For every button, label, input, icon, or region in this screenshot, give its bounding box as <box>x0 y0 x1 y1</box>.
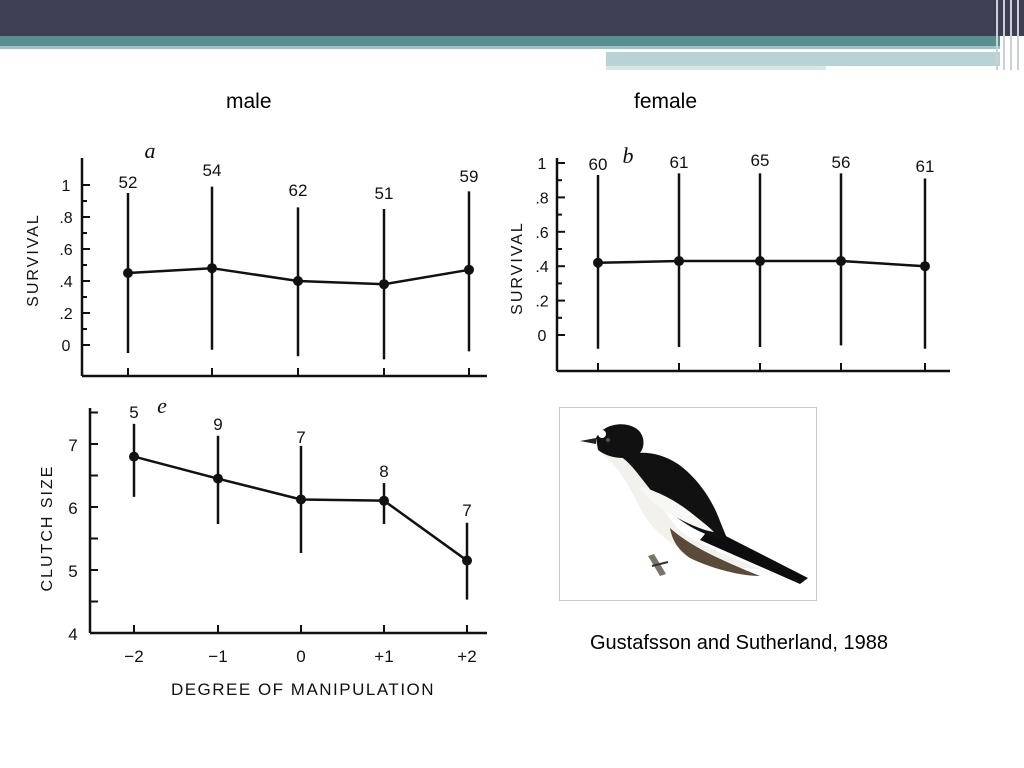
y-tick-label: .2 <box>535 294 548 311</box>
y-axis-label: SURVIVAL <box>509 221 526 315</box>
y-tick-label: .4 <box>535 259 548 276</box>
y-tick-label: .8 <box>535 190 548 207</box>
sample-size-label: 7 <box>462 501 471 520</box>
data-point <box>462 555 472 566</box>
chart-panel-a: 0 .2 .4 .6 .8 1 SURVIVAL a 52 54 62 51 59 <box>25 138 487 378</box>
sample-size-label: 65 <box>751 151 770 170</box>
y-tick-label: 6 <box>68 499 77 518</box>
data-point <box>379 495 389 506</box>
x-tick-label: −2 <box>124 647 143 666</box>
x-tick-label: +1 <box>374 647 393 666</box>
chart-panel-b: 0 .2 .4 .6 .8 1 SURVIVAL b 60 61 65 56 61 <box>509 143 950 373</box>
x-axis-label: DEGREE OF MANIPULATION <box>171 680 435 699</box>
y-tick-label: .8 <box>59 210 72 227</box>
sample-size-label: 7 <box>296 428 305 447</box>
sample-size-label: 8 <box>379 462 388 481</box>
male-label: male <box>226 90 272 113</box>
panel-letter: a <box>145 138 156 163</box>
data-point <box>836 256 846 267</box>
y-tick-label: 5 <box>68 562 77 581</box>
sample-size-label: 61 <box>916 157 935 176</box>
slide-accent-line <box>0 46 1000 49</box>
sample-size-label: 61 <box>670 153 689 172</box>
y-tick-label: 7 <box>68 436 77 455</box>
slide-edge-line <box>1010 0 1012 70</box>
citation-text: Gustafsson and Sutherland, 1988 <box>590 632 888 654</box>
slide-header-bar <box>0 0 1024 36</box>
y-tick-label: 4 <box>68 625 77 644</box>
data-point <box>129 451 139 462</box>
data-point <box>920 261 930 272</box>
sample-size-label: 5 <box>129 403 138 422</box>
y-tick-label: 0 <box>538 328 547 345</box>
slide-edge-line <box>996 0 998 70</box>
y-tick-label: 1 <box>62 178 71 195</box>
data-point <box>123 268 133 278</box>
y-tick-label: .2 <box>59 306 72 323</box>
sample-size-label: 52 <box>119 173 138 192</box>
y-axis-label: CLUTCH SIZE <box>39 465 56 592</box>
x-tick-label: +2 <box>457 647 476 666</box>
slide-edge-line <box>1003 0 1005 70</box>
data-point <box>207 263 217 274</box>
sample-size-label: 59 <box>460 167 479 186</box>
y-tick-label: .6 <box>535 225 548 242</box>
sample-size-label: 60 <box>589 155 608 174</box>
slide-accent-bar <box>0 36 1000 46</box>
sample-size-label: 51 <box>375 184 394 203</box>
y-tick-label: 0 <box>62 338 71 355</box>
data-point <box>213 473 223 484</box>
female-label: female <box>634 90 698 113</box>
data-point <box>464 264 474 275</box>
sample-size-label: 9 <box>213 415 222 434</box>
slide-edge-line <box>1017 0 1019 70</box>
slide-accent-strip-2 <box>606 66 826 70</box>
flycatcher-illustration <box>580 424 808 584</box>
panel-letter: e <box>157 393 167 418</box>
panel-letter: b <box>623 143 634 168</box>
sample-size-label: 54 <box>203 161 222 180</box>
x-tick-label: −1 <box>208 647 227 666</box>
y-tick-label: .6 <box>59 242 72 259</box>
sample-size-label: 62 <box>289 181 308 200</box>
data-point <box>296 494 306 505</box>
sample-size-label: 56 <box>832 153 851 172</box>
data-point <box>755 256 765 267</box>
data-point <box>593 257 603 268</box>
y-axis-label: SURVIVAL <box>25 213 42 307</box>
data-point <box>379 279 389 290</box>
data-point <box>293 276 303 286</box>
slide-accent-strip <box>606 52 1000 66</box>
bird-image-frame <box>559 407 817 601</box>
chart-panel-e: 4 5 6 7 −2 −1 0 +1 +2 CLUTCH SIZE DEGREE OF MANIPU… <box>39 393 487 699</box>
x-tick-label: 0 <box>296 647 305 666</box>
y-tick-label: 1 <box>538 156 547 173</box>
data-point <box>674 256 684 267</box>
y-tick-label: .4 <box>59 274 72 291</box>
